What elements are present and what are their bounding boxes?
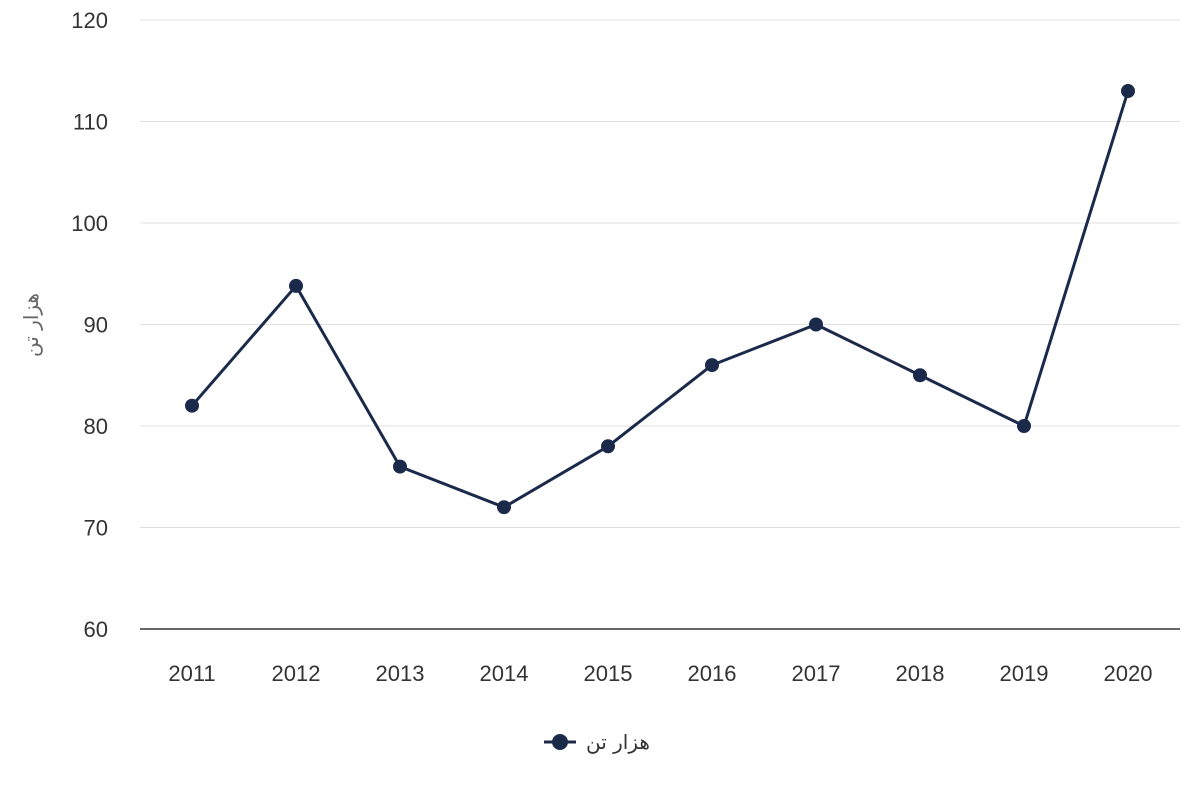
data-point[interactable]	[913, 368, 927, 383]
x-tick-label: 2019	[1000, 661, 1049, 686]
x-tick-label: 2015	[584, 661, 633, 686]
x-tick-label: 2013	[376, 661, 425, 686]
y-tick-label: 80	[84, 414, 108, 439]
y-tick-label: 90	[84, 313, 108, 338]
data-point[interactable]	[1121, 84, 1135, 99]
x-tick-label: 2020	[1104, 661, 1153, 686]
data-point[interactable]	[289, 278, 303, 293]
x-tick-label: 2018	[896, 661, 945, 686]
x-axis-ticks: 2011 2012 2013 2014 2015 2016 2017 2018 2019 2020	[168, 661, 1152, 686]
x-tick-label: 2014	[480, 661, 529, 686]
legend-label: هزار تن	[586, 730, 650, 754]
x-tick-label: 2016	[688, 661, 737, 686]
series-line	[190, 90, 1130, 509]
y-axis-title: هزار تن	[19, 293, 43, 357]
legend[interactable]: هزار تن	[544, 730, 650, 754]
y-tick-label: 100	[71, 211, 108, 236]
y-tick-label: 110	[73, 110, 108, 135]
y-tick-label: 70	[84, 516, 108, 541]
x-tick-label: 2011	[168, 661, 215, 686]
data-point[interactable]	[601, 439, 615, 454]
y-axis-ticks: 60 70 80 90 100 110 120	[71, 8, 108, 642]
data-point[interactable]	[185, 398, 199, 413]
data-point[interactable]	[497, 500, 511, 515]
data-point[interactable]	[393, 459, 407, 474]
x-tick-label: 2012	[272, 661, 321, 686]
data-point[interactable]	[809, 317, 823, 332]
y-tick-label: 120	[71, 8, 108, 33]
x-tick-label: 2017	[792, 661, 841, 686]
data-point[interactable]	[705, 358, 719, 373]
y-tick-label: 60	[84, 617, 108, 642]
gridlines	[140, 19, 1180, 528]
data-point[interactable]	[1017, 419, 1031, 433]
series-layer	[185, 84, 1135, 515]
legend-dot-marker	[552, 734, 568, 750]
